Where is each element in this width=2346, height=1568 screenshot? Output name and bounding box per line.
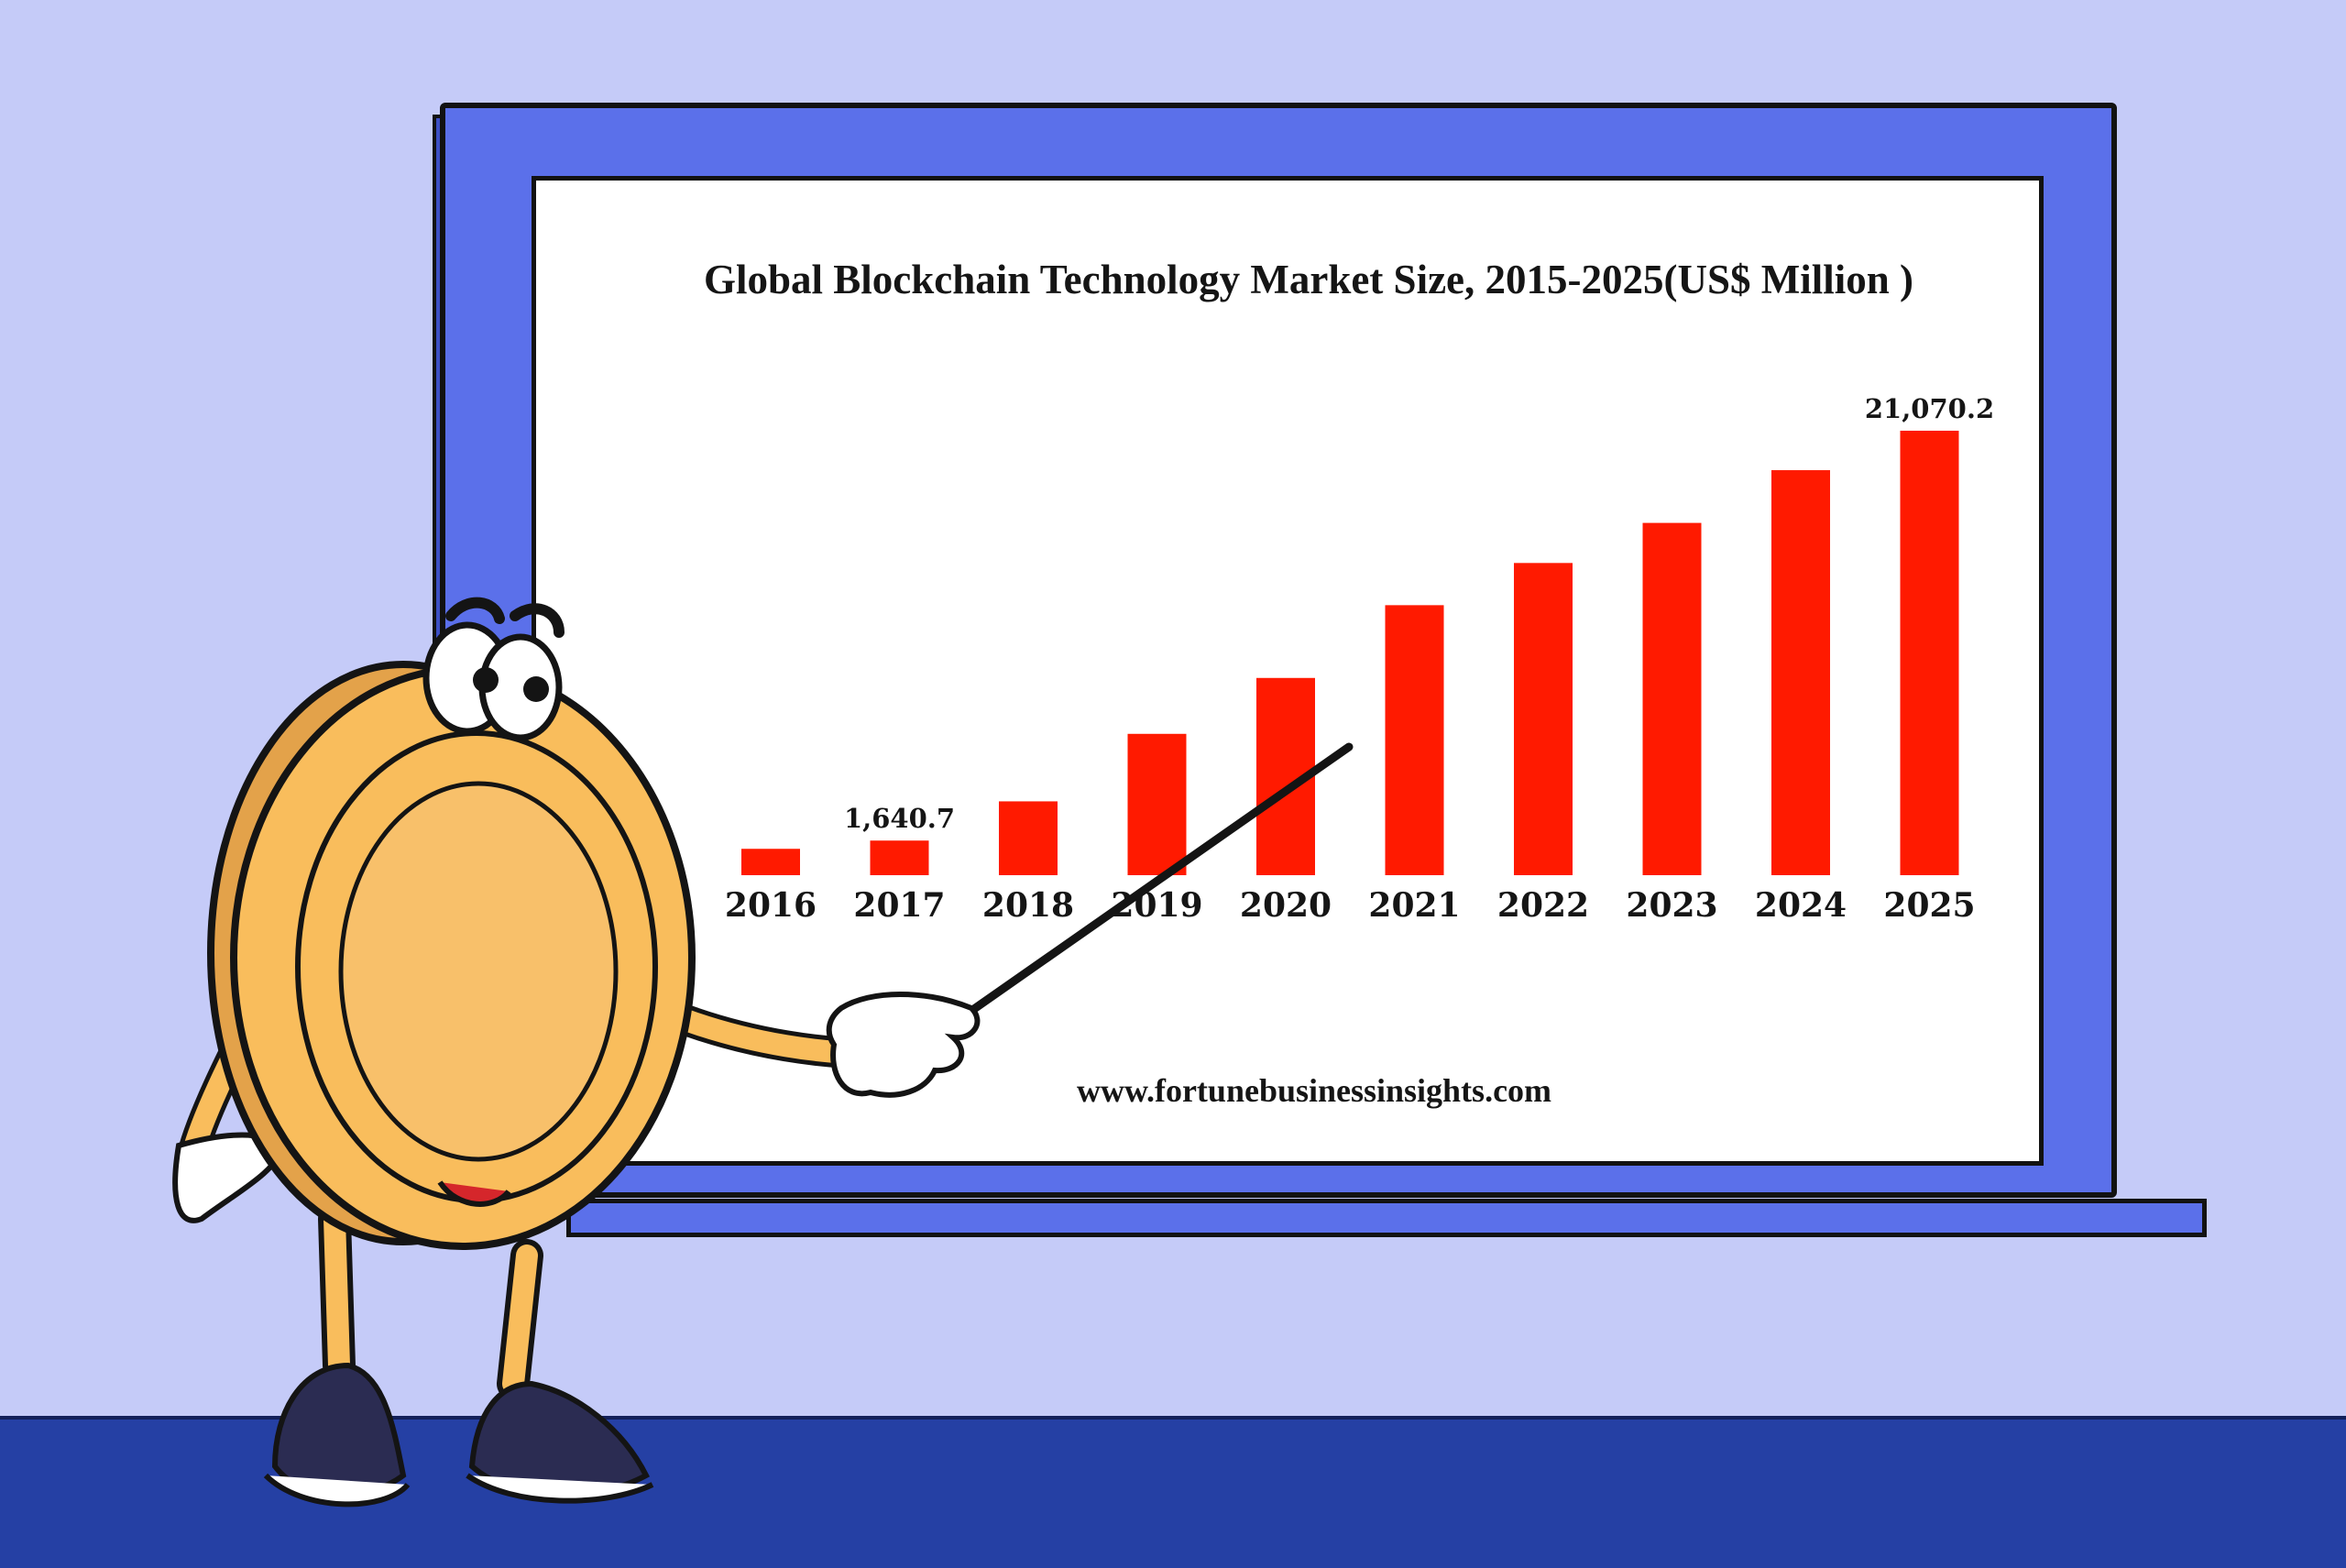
board-ledge <box>566 1199 2207 1237</box>
x-tick-label: 2017 <box>853 886 945 925</box>
bar-2023 <box>1642 522 1702 875</box>
bar-2019 <box>1127 733 1187 875</box>
x-tick-label: 2020 <box>1240 886 1332 925</box>
x-tick-label: 2016 <box>725 886 817 925</box>
chart-title: Global Blockchain Technology Market Size… <box>704 257 1913 302</box>
bar-2020 <box>1256 677 1315 875</box>
x-tick-group: 2016 2017 2018 2019 2020 2021 2022 2023 2024 2025 <box>725 886 1976 925</box>
x-tick-label: 2022 <box>1497 886 1589 925</box>
bar-2024 <box>1771 470 1830 875</box>
source-credit: www.fortunebusinessinsights.com <box>1077 1072 1551 1109</box>
bar-2016 <box>741 849 800 875</box>
data-label-group: 1,640.7 21,070.2 <box>844 393 1994 834</box>
bar-2021 <box>1385 605 1444 875</box>
data-label-2025: 21,070.2 <box>1865 393 1994 424</box>
bar-2017 <box>870 840 929 875</box>
data-label-2017: 1,640.7 <box>844 803 955 834</box>
x-tick-label: 2025 <box>1883 886 1975 925</box>
x-tick-label: 2024 <box>1755 886 1847 925</box>
x-tick-label: 2019 <box>1111 886 1202 925</box>
bar-2022 <box>1514 563 1573 875</box>
x-tick-label: 2023 <box>1626 886 1717 925</box>
x-tick-label: 2018 <box>982 886 1074 925</box>
bar-2018 <box>999 801 1058 875</box>
bar-2025 <box>1900 431 1959 875</box>
x-tick-label: 2021 <box>1368 886 1460 925</box>
